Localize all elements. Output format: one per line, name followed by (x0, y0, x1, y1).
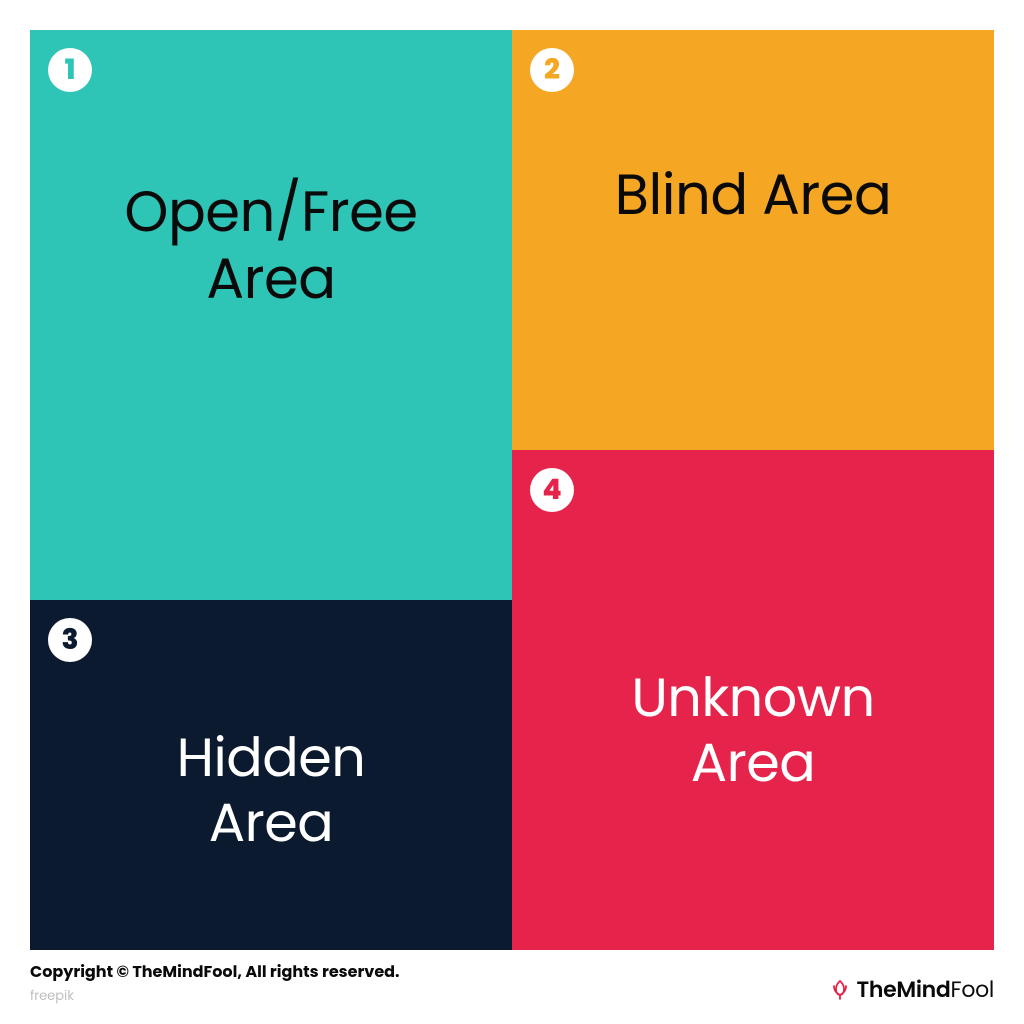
quadrant-3-label: Hidden Area (177, 725, 366, 855)
quadrant-4-label: Unknown Area (631, 665, 874, 795)
quadrant-1-label: Open/Free Area (124, 178, 417, 312)
footer: Copyright © TheMindFool, All rights rese… (30, 959, 994, 1006)
badge-1-number: 1 (65, 49, 76, 91)
quadrant-blind: 2 Blind Area (512, 30, 994, 450)
badge-4: 4 (530, 468, 574, 512)
brand: TheMindFool (828, 973, 994, 1006)
badge-3: 3 (48, 618, 92, 662)
badge-1: 1 (48, 48, 92, 92)
quadrant-4-label-line2: Area (631, 730, 874, 795)
brand-light: Fool (951, 974, 994, 1005)
copyright-text: Copyright © TheMindFool, All rights rese… (30, 959, 400, 984)
quadrant-2-label: Blind Area (615, 161, 892, 228)
brand-strong: TheMind (856, 974, 950, 1005)
quadrant-unknown: 4 Unknown Area (512, 450, 994, 950)
badge-2: 2 (530, 48, 574, 92)
quadrant-2-label-line1: Blind Area (615, 161, 892, 228)
quadrant-1-label-line1: Open/Free (124, 178, 417, 245)
quadrant-open-free: 1 Open/Free Area (30, 30, 512, 600)
quadrant-grid: 1 Open/Free Area 2 Blind Area 3 Hidden A… (30, 30, 994, 950)
badge-3-number: 3 (61, 619, 78, 661)
quadrant-4-label-line1: Unknown (631, 665, 874, 730)
quadrant-3-label-line2: Area (177, 790, 366, 855)
quadrant-hidden: 3 Hidden Area (30, 600, 512, 950)
badge-4-number: 4 (542, 469, 561, 511)
brand-text: TheMindFool (856, 973, 994, 1006)
badge-2-number: 2 (544, 49, 560, 91)
tulip-icon (828, 978, 852, 1002)
quadrant-3-label-line1: Hidden (177, 725, 366, 790)
quadrant-1-label-line2: Area (124, 245, 417, 312)
attribution-text: freepik (30, 986, 400, 1006)
copyright-block: Copyright © TheMindFool, All rights rese… (30, 959, 400, 1006)
